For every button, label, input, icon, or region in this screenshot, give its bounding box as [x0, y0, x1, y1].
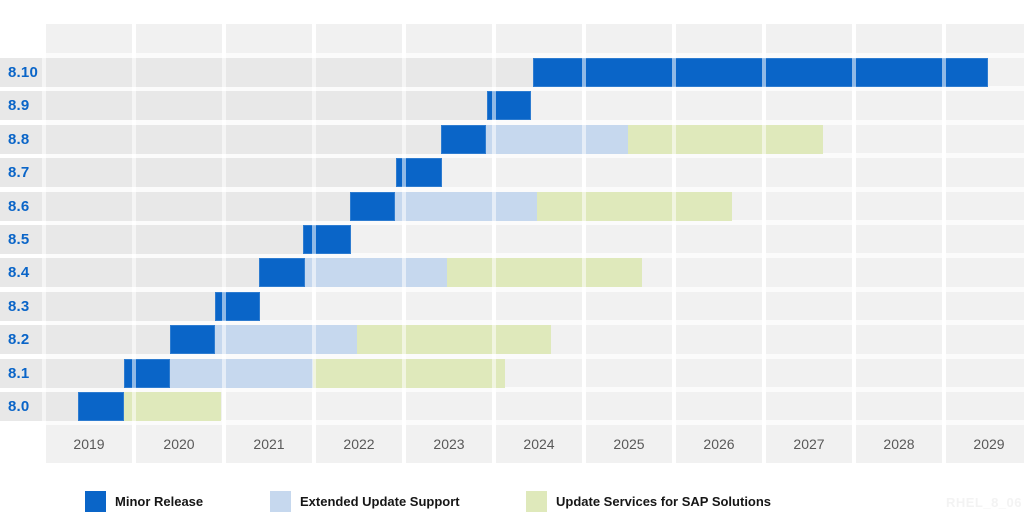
minor-release-bar [440, 124, 486, 154]
row-separator [0, 387, 1024, 392]
grid-line-vertical [132, 24, 136, 463]
grid-line-vertical [222, 24, 226, 463]
minor-release-bar [350, 191, 395, 221]
row-separator [0, 353, 1024, 359]
legend-label: Update Services for SAP Solutions [556, 494, 772, 509]
release-version-label: 8.8 [8, 130, 30, 148]
row-separator [0, 186, 1024, 192]
year-axis-label: 2019 [73, 436, 105, 452]
year-axis-label: 2026 [703, 436, 735, 452]
sap-update-services-bar [537, 191, 732, 221]
grid-line-vertical [402, 24, 406, 463]
legend-label: Extended Update Support [300, 494, 460, 509]
release-version-label: 8.5 [8, 231, 30, 248]
release-version-label: 8.4 [8, 264, 30, 282]
chart-plot-area: 8.10 8.9 8.8 8.7 8.6 8.5 8.4 8.3 8.2 8.1 8.0 2019 2… [0, 24, 1024, 463]
grid-line-vertical [852, 24, 856, 463]
year-axis-label: 2020 [163, 436, 195, 452]
extended-update-support-bar [305, 258, 448, 288]
sap-update-services-bar [357, 325, 551, 355]
row-pre-release-band [0, 91, 487, 121]
year-axis-label: 2029 [973, 436, 1005, 452]
extended-update-support-bar [215, 325, 358, 355]
legend: Minor Release Extended Update Support Upda… [0, 491, 1024, 513]
row-separator [0, 420, 1024, 426]
watermark-text: RHEL_8_06 [945, 495, 1022, 510]
grid-line-vertical [492, 24, 496, 463]
extended-update-support-bar [485, 124, 629, 154]
row-pre-release-band [0, 225, 304, 254]
year-axis-label: 2024 [523, 436, 555, 452]
row-separator [0, 153, 1024, 159]
grid-line-vertical [672, 24, 676, 463]
row-pre-release-band [0, 58, 533, 87]
row-pre-release-band [0, 358, 125, 388]
minor-release-bar [532, 58, 989, 87]
year-axis-label: 2025 [613, 436, 645, 452]
year-axis-label: 2028 [883, 436, 915, 452]
year-axis-label: 2027 [793, 436, 825, 452]
minor-release-bar [78, 392, 125, 421]
year-axis-label: 2021 [253, 436, 285, 452]
row-separator [0, 286, 1024, 292]
row-pre-release-band [0, 392, 79, 421]
minor-release-bar [303, 225, 351, 254]
release-version-label: 8.2 [8, 331, 30, 349]
row-pre-release-band [0, 191, 350, 221]
row-pre-release-band [0, 325, 170, 355]
row-pre-release-band [0, 158, 396, 188]
row-separator [0, 220, 1024, 225]
grid-line-vertical [42, 24, 46, 463]
legend-swatch-minor-release [85, 491, 106, 512]
sap-update-services-bar [628, 124, 824, 154]
minor-release-bar [259, 258, 305, 288]
legend-item-update-services-sap: Update Services for SAP Solutions [526, 491, 771, 512]
sap-update-services-bar [313, 358, 505, 388]
release-version-label: 8.0 [8, 398, 30, 415]
row-separator [0, 253, 1024, 259]
row-pre-release-band [0, 124, 441, 154]
grid-line-vertical [582, 24, 586, 463]
release-version-label: 8.7 [8, 164, 30, 182]
grid-line-vertical [942, 24, 946, 463]
release-version-label: 8.3 [8, 297, 30, 315]
extended-update-support-bar [170, 358, 314, 388]
year-axis-label: 2023 [433, 436, 465, 452]
row-pre-release-band [0, 291, 215, 321]
row-separator [0, 53, 1024, 58]
release-version-label: 8.6 [8, 197, 30, 215]
release-version-label: 8.10 [8, 64, 38, 81]
row-separator [0, 86, 1024, 92]
minor-release-bar [170, 325, 215, 355]
row-separator [0, 119, 1024, 125]
minor-release-bar [124, 358, 170, 388]
row-separator [0, 320, 1024, 326]
legend-item-minor-release: Minor Release [85, 491, 203, 512]
legend-swatch-update-services-sap [526, 491, 547, 512]
legend-item-extended-update-support: Extended Update Support [270, 491, 460, 512]
legend-swatch-extended-update-support [270, 491, 291, 512]
grid-line-vertical [762, 24, 766, 463]
sap-update-services-bar [124, 392, 222, 421]
release-version-label: 8.9 [8, 97, 30, 115]
sap-update-services-bar [447, 258, 642, 288]
legend-label: Minor Release [115, 494, 204, 509]
year-axis-label: 2022 [343, 436, 375, 452]
extended-update-support-bar [395, 191, 538, 221]
grid-line-vertical [312, 24, 316, 463]
release-version-label: 8.1 [8, 364, 30, 382]
